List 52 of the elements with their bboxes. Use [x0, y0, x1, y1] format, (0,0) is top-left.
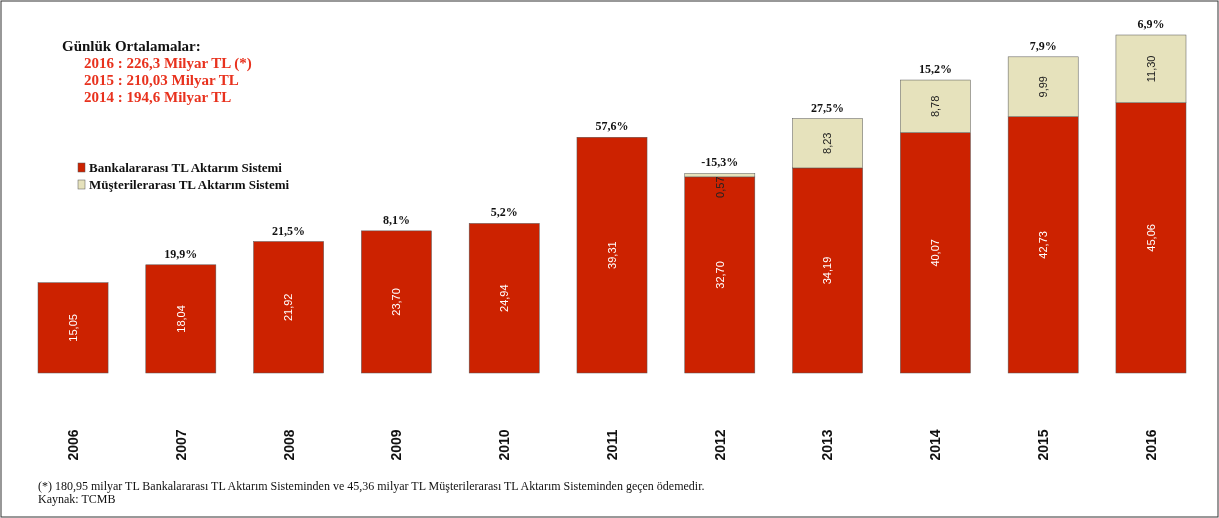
x-tick-label: 2007 — [172, 429, 189, 461]
data-label: 8,78 — [929, 95, 942, 118]
annotation: 21,5% — [272, 223, 306, 238]
data-label: 18,04 — [174, 305, 187, 333]
bar — [361, 230, 432, 374]
data-label: 15,05 — [66, 314, 79, 342]
x-tick-label: 2012 — [711, 429, 728, 461]
data-label: 39,31 — [605, 241, 618, 269]
data-label: 40,07 — [929, 239, 942, 267]
bar — [468, 223, 540, 374]
annotation: 5,2% — [490, 205, 518, 220]
data-label: 32,70 — [713, 261, 726, 289]
bar — [576, 137, 648, 374]
annotation: 8,1% — [382, 212, 410, 227]
x-tick-label: 2008 — [280, 429, 297, 461]
annotation: 57,6% — [595, 119, 629, 134]
bar — [253, 241, 324, 374]
data-label: 34,19 — [821, 256, 834, 285]
bar — [684, 176, 756, 374]
data-label: 21,92 — [282, 293, 295, 322]
data-label: 9,99 — [1037, 76, 1050, 98]
x-tick-label: 2015 — [1035, 429, 1052, 461]
data-label: 42,73 — [1037, 231, 1050, 259]
text: Kaynak: TCMB — [38, 492, 116, 506]
data-label: 8,23 — [821, 132, 834, 154]
x-tick-label: 2013 — [819, 429, 836, 461]
text: (*) 180,95 milyar TL Bankalararası TL Aktarım Sisteminden ve 45,36 milyar TL Müşterilerarası TL Aktarım Sisteminden geçen ödemedir. — [38, 479, 705, 493]
annotation: 15,2% — [918, 62, 952, 77]
data-label: 0,57 — [713, 176, 726, 198]
bar — [145, 264, 217, 374]
x-tick-label: 2009 — [388, 429, 405, 461]
annotation: 2014 : 194,6 Milyar TL — [84, 89, 232, 105]
chart-title: Günlük Ortalamalar: — [62, 38, 201, 54]
legend-label: Bankalararası TL Aktarım Sistemi — [89, 160, 283, 175]
x-tick-label: 2014 — [927, 429, 944, 461]
annotation: 2015 : 210,03 Milyar TL — [84, 72, 239, 88]
annotation: 19,9% — [164, 246, 198, 261]
annotation: 27,5% — [811, 100, 845, 115]
legend-label: Müşterilerarası TL Aktarım Sistemi — [89, 177, 290, 192]
annotation: 6,9% — [1137, 17, 1165, 31]
x-tick-label: 2011 — [603, 429, 620, 461]
bar — [37, 282, 109, 374]
x-tick-label: 2016 — [1142, 429, 1159, 461]
data-label: 11,30 — [1144, 55, 1157, 83]
data-label: 45,06 — [1144, 224, 1157, 252]
data-label: 23,70 — [390, 288, 403, 316]
annotation: -15,3% — [701, 155, 739, 170]
x-tick-label: 2006 — [64, 429, 81, 461]
annotation: 2016 : 226,3 Milyar TL (*) — [84, 55, 252, 72]
x-tick-label: 2010 — [496, 429, 513, 461]
data-label: 24,94 — [498, 284, 511, 312]
annotation: 7,9% — [1029, 38, 1057, 53]
